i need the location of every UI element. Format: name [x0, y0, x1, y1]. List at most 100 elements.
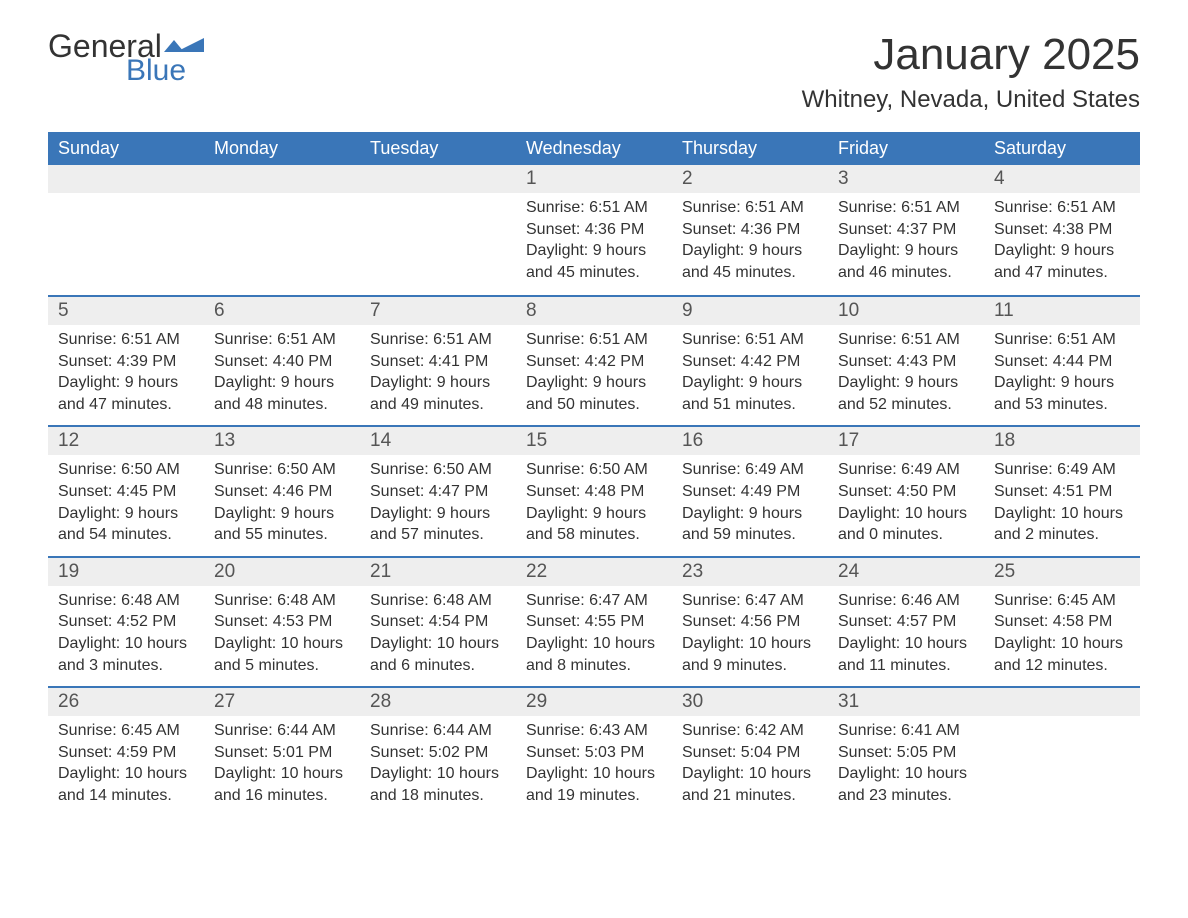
daylight-text: Daylight: 9 hours and 46 minutes. [838, 240, 974, 283]
day-number: 4 [984, 165, 1140, 193]
cell-body: Sunrise: 6:51 AMSunset: 4:42 PMDaylight:… [672, 325, 828, 425]
calendar-cell: 17Sunrise: 6:49 AMSunset: 4:50 PMDayligh… [828, 427, 984, 555]
sunset-text: Sunset: 5:02 PM [370, 742, 506, 764]
daylight-text: Daylight: 10 hours and 11 minutes. [838, 633, 974, 676]
day-number [204, 165, 360, 193]
sunrise-text: Sunrise: 6:51 AM [526, 197, 662, 219]
cell-body: Sunrise: 6:49 AMSunset: 4:49 PMDaylight:… [672, 455, 828, 555]
sunset-text: Sunset: 4:36 PM [526, 219, 662, 241]
sunrise-text: Sunrise: 6:49 AM [994, 459, 1130, 481]
sunset-text: Sunset: 4:46 PM [214, 481, 350, 503]
calendar-cell: 6Sunrise: 6:51 AMSunset: 4:40 PMDaylight… [204, 297, 360, 425]
day-number: 21 [360, 558, 516, 586]
calendar-cell: 28Sunrise: 6:44 AMSunset: 5:02 PMDayligh… [360, 688, 516, 816]
calendar-cell: 18Sunrise: 6:49 AMSunset: 4:51 PMDayligh… [984, 427, 1140, 555]
header: General Blue January 2025 Whitney, Nevad… [48, 30, 1140, 114]
cell-body: Sunrise: 6:49 AMSunset: 4:50 PMDaylight:… [828, 455, 984, 555]
sunset-text: Sunset: 5:03 PM [526, 742, 662, 764]
sunrise-text: Sunrise: 6:51 AM [838, 197, 974, 219]
daylight-text: Daylight: 10 hours and 12 minutes. [994, 633, 1130, 676]
cell-body: Sunrise: 6:50 AMSunset: 4:48 PMDaylight:… [516, 455, 672, 555]
sunset-text: Sunset: 4:48 PM [526, 481, 662, 503]
cell-body: Sunrise: 6:51 AMSunset: 4:37 PMDaylight:… [828, 193, 984, 293]
day-number: 17 [828, 427, 984, 455]
sunrise-text: Sunrise: 6:44 AM [214, 720, 350, 742]
calendar-cell: 2Sunrise: 6:51 AMSunset: 4:36 PMDaylight… [672, 165, 828, 295]
calendar-cell [48, 165, 204, 295]
day-number [360, 165, 516, 193]
day-number: 2 [672, 165, 828, 193]
daylight-text: Daylight: 10 hours and 18 minutes. [370, 763, 506, 806]
calendar-cell: 24Sunrise: 6:46 AMSunset: 4:57 PMDayligh… [828, 558, 984, 686]
cell-body: Sunrise: 6:51 AMSunset: 4:44 PMDaylight:… [984, 325, 1140, 425]
sunset-text: Sunset: 4:41 PM [370, 351, 506, 373]
sunset-text: Sunset: 4:43 PM [838, 351, 974, 373]
sunset-text: Sunset: 4:39 PM [58, 351, 194, 373]
sunrise-text: Sunrise: 6:51 AM [682, 329, 818, 351]
day-number: 30 [672, 688, 828, 716]
cell-body: Sunrise: 6:43 AMSunset: 5:03 PMDaylight:… [516, 716, 672, 816]
sunrise-text: Sunrise: 6:50 AM [370, 459, 506, 481]
calendar-cell [204, 165, 360, 295]
daylight-text: Daylight: 9 hours and 48 minutes. [214, 372, 350, 415]
calendar-cell: 30Sunrise: 6:42 AMSunset: 5:04 PMDayligh… [672, 688, 828, 816]
calendar-cell: 20Sunrise: 6:48 AMSunset: 4:53 PMDayligh… [204, 558, 360, 686]
sunrise-text: Sunrise: 6:42 AM [682, 720, 818, 742]
day-number: 1 [516, 165, 672, 193]
calendar-cell: 31Sunrise: 6:41 AMSunset: 5:05 PMDayligh… [828, 688, 984, 816]
sunrise-text: Sunrise: 6:50 AM [58, 459, 194, 481]
sunset-text: Sunset: 4:56 PM [682, 611, 818, 633]
sunrise-text: Sunrise: 6:47 AM [682, 590, 818, 612]
sunset-text: Sunset: 4:53 PM [214, 611, 350, 633]
day-header-monday: Monday [204, 132, 360, 165]
daylight-text: Daylight: 9 hours and 52 minutes. [838, 372, 974, 415]
daylight-text: Daylight: 10 hours and 3 minutes. [58, 633, 194, 676]
calendar-cell: 15Sunrise: 6:50 AMSunset: 4:48 PMDayligh… [516, 427, 672, 555]
sunrise-text: Sunrise: 6:51 AM [214, 329, 350, 351]
sunrise-text: Sunrise: 6:51 AM [994, 329, 1130, 351]
sunset-text: Sunset: 4:38 PM [994, 219, 1130, 241]
calendar-cell: 14Sunrise: 6:50 AMSunset: 4:47 PMDayligh… [360, 427, 516, 555]
day-number: 29 [516, 688, 672, 716]
cell-body: Sunrise: 6:51 AMSunset: 4:36 PMDaylight:… [672, 193, 828, 293]
calendar-cell: 3Sunrise: 6:51 AMSunset: 4:37 PMDaylight… [828, 165, 984, 295]
daylight-text: Daylight: 9 hours and 54 minutes. [58, 503, 194, 546]
day-header-sunday: Sunday [48, 132, 204, 165]
sunrise-text: Sunrise: 6:51 AM [370, 329, 506, 351]
daylight-text: Daylight: 10 hours and 2 minutes. [994, 503, 1130, 546]
calendar-cell: 12Sunrise: 6:50 AMSunset: 4:45 PMDayligh… [48, 427, 204, 555]
day-number: 25 [984, 558, 1140, 586]
sunrise-text: Sunrise: 6:50 AM [214, 459, 350, 481]
week-row: 5 Sunrise: 6:51 AM Sunset: 4:39 PM Daylight… [48, 295, 1140, 425]
daylight-text: Daylight: 9 hours and 59 minutes. [682, 503, 818, 546]
day-number: 5 [48, 297, 204, 325]
sunset-text: Sunset: 4:55 PM [526, 611, 662, 633]
sunset-text: Sunset: 5:05 PM [838, 742, 974, 764]
daylight-text: Daylight: 9 hours and 49 minutes. [370, 372, 506, 415]
calendar-cell: 5Sunrise: 6:51 AMSunset: 4:39 PMDaylight… [48, 297, 204, 425]
day-number: 27 [204, 688, 360, 716]
day-header-saturday: Saturday [984, 132, 1140, 165]
day-header-tuesday: Tuesday [360, 132, 516, 165]
sunrise-text: Sunrise: 6:51 AM [682, 197, 818, 219]
sunrise-text: Sunrise: 6:44 AM [370, 720, 506, 742]
day-number [48, 165, 204, 193]
sunrise-text: Sunrise: 6:41 AM [838, 720, 974, 742]
sunrise-text: Sunrise: 6:48 AM [214, 590, 350, 612]
calendar-cell: 19Sunrise: 6:48 AMSunset: 4:52 PMDayligh… [48, 558, 204, 686]
sunset-text: Sunset: 4:51 PM [994, 481, 1130, 503]
day-number: 16 [672, 427, 828, 455]
calendar-cell: 9Sunrise: 6:51 AMSunset: 4:42 PMDaylight… [672, 297, 828, 425]
day-number: 12 [48, 427, 204, 455]
sunrise-text: Sunrise: 6:43 AM [526, 720, 662, 742]
week-row: 19Sunrise: 6:48 AMSunset: 4:52 PMDayligh… [48, 556, 1140, 686]
sunset-text: Sunset: 4:40 PM [214, 351, 350, 373]
calendar-cell: 4Sunrise: 6:51 AMSunset: 4:38 PMDaylight… [984, 165, 1140, 295]
daylight-text: Daylight: 10 hours and 19 minutes. [526, 763, 662, 806]
daylight-text: Daylight: 9 hours and 51 minutes. [682, 372, 818, 415]
daylight-text: Daylight: 10 hours and 9 minutes. [682, 633, 818, 676]
daylight-text: Daylight: 10 hours and 21 minutes. [682, 763, 818, 806]
day-number: 8 [516, 297, 672, 325]
cell-body: Sunrise: 6:50 AMSunset: 4:45 PMDaylight:… [48, 455, 204, 555]
day-number: 19 [48, 558, 204, 586]
